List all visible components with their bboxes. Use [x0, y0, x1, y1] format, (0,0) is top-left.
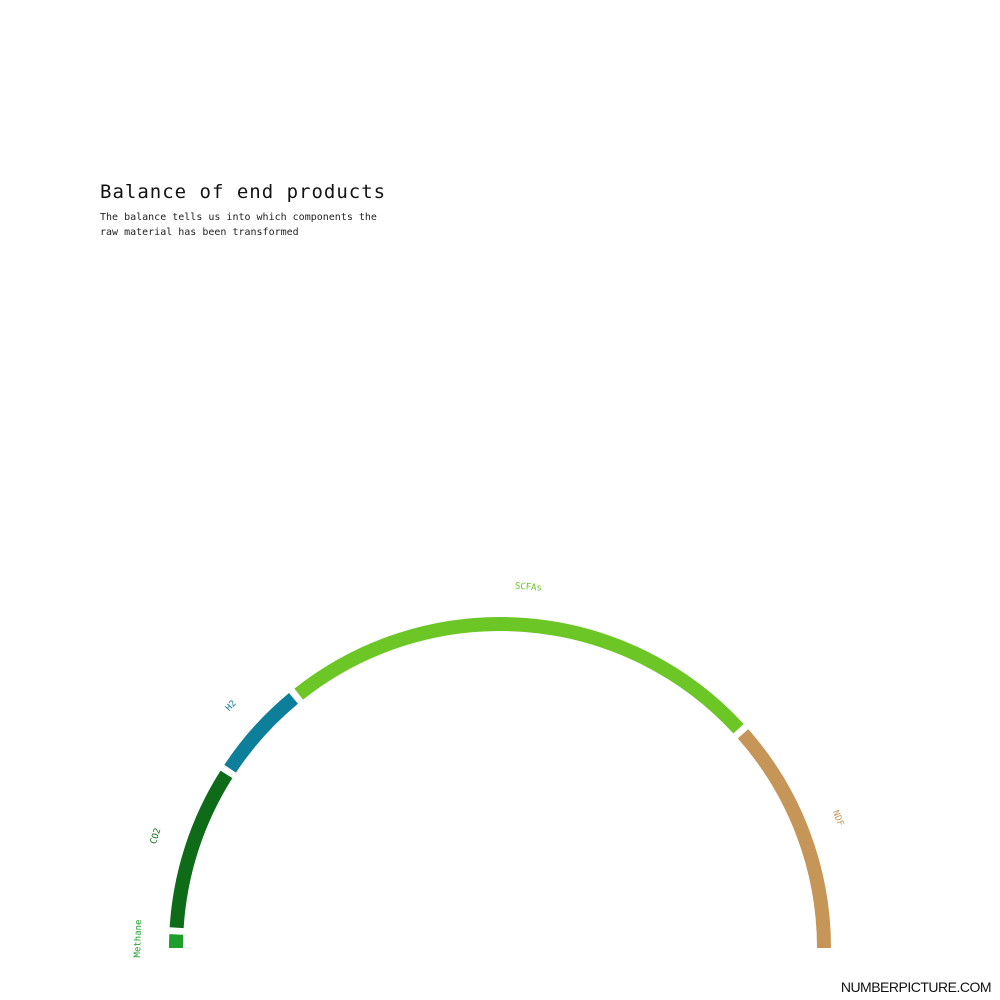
arc-segment-scfas[interactable] — [294, 617, 744, 734]
arc-segments — [169, 617, 831, 949]
arc-label-h2: H2 — [224, 699, 239, 714]
chart-title: Balance of end products — [100, 181, 387, 203]
chart-subtitle: The balance tells us into which componen… — [100, 212, 377, 238]
arc-label-co2: CO2 — [149, 827, 164, 846]
arc-segment-h2[interactable] — [224, 692, 298, 773]
arc-label-scfas: SCFAs — [514, 582, 542, 594]
arc-label-methane: Methane — [133, 919, 144, 957]
arc-labels: Methane CO2 H2 SCFAs NDF — [133, 582, 845, 958]
brand-link[interactable]: NUMBERPICTURE.COM — [840, 979, 992, 995]
arc-segment-co2[interactable] — [169, 770, 233, 929]
arc-label-ndf: NDF — [830, 809, 845, 828]
arc-segment-ndf[interactable] — [737, 729, 831, 949]
